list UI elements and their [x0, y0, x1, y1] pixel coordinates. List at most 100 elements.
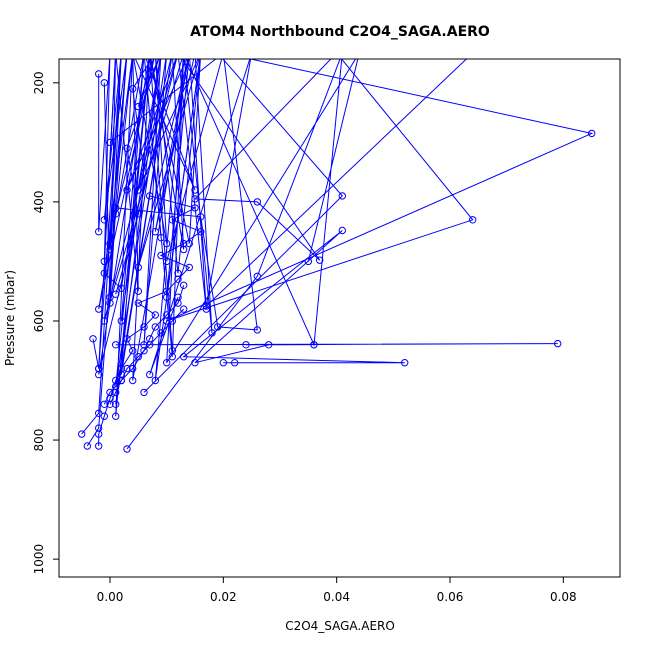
chart-title: ATOM4 Northbound C2O4_SAGA.AERO: [190, 24, 490, 40]
data-point: [265, 341, 273, 349]
data-point: [112, 376, 120, 385]
x-tick-label: 0.08: [550, 590, 577, 604]
data-point: [106, 138, 114, 147]
data-point: [106, 245, 114, 254]
data-point: [168, 317, 177, 325]
data-point: [180, 245, 188, 254]
data-point: [95, 228, 103, 236]
data-point: [151, 323, 160, 331]
data-point: [123, 186, 131, 194]
data-point: [100, 412, 109, 420]
plot-points: [78, 70, 596, 453]
data-point: [469, 216, 477, 224]
data-point: [163, 359, 171, 367]
series-line-8: [115, 230, 558, 364]
data-point: [106, 239, 114, 248]
data-point: [338, 192, 346, 200]
data-point: [123, 335, 131, 343]
y-tick-label: 400: [32, 190, 46, 213]
data-point: [197, 228, 205, 236]
data-point: [310, 341, 318, 349]
data-point: [100, 79, 109, 87]
data-point: [191, 204, 199, 212]
data-point: [134, 353, 143, 361]
data-point: [134, 186, 143, 194]
y-tick-label: 200: [32, 71, 46, 94]
series-line-11: [115, 59, 160, 295]
data-point: [157, 233, 165, 242]
data-point: [197, 213, 205, 221]
data-point: [146, 335, 154, 343]
data-point: [117, 376, 126, 385]
data-point: [180, 353, 188, 361]
data-point: [168, 347, 177, 355]
data-point: [134, 299, 143, 307]
x-tick-label: 0.02: [210, 590, 237, 604]
data-point: [89, 335, 97, 343]
data-point: [202, 305, 211, 313]
data-point: [401, 359, 409, 367]
data-point: [134, 287, 143, 295]
data-point: [180, 239, 188, 248]
data-point: [588, 129, 596, 138]
data-point: [112, 341, 120, 349]
data-point: [112, 290, 120, 298]
series-line-10: [103, 59, 258, 331]
data-point: [95, 442, 103, 450]
data-point: [185, 239, 194, 248]
data-point: [123, 445, 131, 453]
x-axis-label: C2O4_SAGA.AERO: [285, 619, 395, 633]
data-point: [554, 339, 562, 348]
data-point: [117, 364, 126, 373]
data-point: [83, 442, 92, 450]
data-point: [168, 216, 177, 224]
data-point: [151, 376, 160, 385]
data-point: [191, 186, 199, 194]
data-point: [140, 323, 148, 331]
y-tick-label: 1000: [32, 544, 46, 575]
series-line-6: [126, 59, 359, 450]
data-point: [208, 329, 216, 337]
data-point: [100, 257, 109, 266]
series-line-5: [98, 59, 122, 369]
data-point: [134, 263, 143, 272]
data-point: [129, 364, 137, 373]
data-point: [117, 317, 126, 325]
data-point: [253, 326, 261, 334]
data-point: [129, 347, 137, 355]
data-point: [174, 299, 182, 307]
data-point: [180, 305, 188, 313]
data-point: [140, 388, 148, 397]
data-point: [95, 430, 103, 438]
data-point: [112, 388, 120, 397]
data-point: [157, 329, 165, 337]
data-point: [78, 430, 86, 438]
data-point: [219, 359, 228, 367]
data-point: [112, 400, 120, 408]
data-point: [123, 364, 131, 373]
data-point: [180, 281, 188, 289]
data-point: [202, 302, 211, 310]
data-point: [100, 216, 109, 224]
data-point: [253, 198, 261, 206]
series-line-7: [109, 59, 594, 322]
data-point: [140, 347, 148, 355]
data-point: [163, 257, 171, 266]
data-point: [106, 299, 114, 307]
data-point: [95, 305, 103, 313]
data-point: [106, 388, 114, 397]
x-tick-label: 0.06: [437, 590, 464, 604]
y-tick-label: 800: [32, 429, 46, 452]
data-point: [140, 168, 148, 176]
data-point: [191, 195, 199, 203]
data-point: [95, 70, 103, 78]
data-point: [95, 364, 103, 373]
y-axis: 200 400 600 800 1000: [32, 71, 60, 575]
data-point: [146, 370, 154, 379]
data-point: [242, 341, 250, 349]
data-point: [112, 204, 120, 212]
data-point: [185, 263, 194, 272]
data-point: [163, 239, 171, 248]
data-point: [151, 311, 160, 319]
